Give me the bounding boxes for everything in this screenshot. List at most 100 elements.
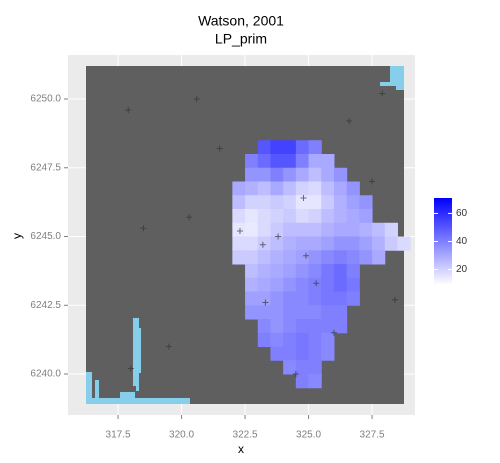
cell: [270, 332, 284, 348]
cell: [308, 222, 322, 238]
cell: [295, 222, 310, 238]
cell: [270, 167, 284, 183]
station: [330, 329, 337, 336]
cell: [321, 154, 335, 169]
station: [125, 107, 132, 114]
cell: [295, 181, 310, 196]
station: [236, 228, 243, 235]
cell: [257, 154, 271, 169]
cell: [270, 140, 284, 155]
cell: [333, 236, 348, 251]
x-tick-label: 317.5: [106, 430, 131, 441]
cell: [295, 195, 310, 210]
y-tick-label: 6242.5: [30, 300, 61, 311]
cell: [257, 181, 271, 196]
cell: [283, 181, 297, 196]
cell: [321, 332, 335, 348]
cell: [321, 291, 335, 306]
lake: [380, 66, 404, 90]
cell: [295, 140, 310, 155]
chart-title: Watson, 2001: [198, 13, 284, 29]
cell: [321, 319, 335, 334]
station: [193, 96, 200, 103]
cell: [245, 222, 259, 238]
colorbar-label: 40: [456, 236, 468, 247]
cell: [270, 222, 284, 238]
cell: [359, 195, 373, 210]
cell: [270, 209, 284, 224]
cell: [257, 291, 271, 306]
cell: [232, 195, 246, 210]
cell: [308, 195, 322, 210]
station: [186, 214, 193, 221]
cell: [333, 209, 348, 224]
y-axis-label: y: [10, 233, 24, 239]
cell: [283, 236, 297, 251]
cell: [245, 291, 259, 306]
water: [86, 66, 404, 404]
colorbar-label: 60: [456, 208, 468, 219]
cell: [308, 167, 322, 183]
cell: [283, 277, 297, 293]
cell: [257, 195, 271, 210]
cell: [333, 250, 348, 265]
cell: [283, 167, 297, 183]
cell: [245, 264, 259, 279]
cell: [295, 154, 310, 169]
cell: [321, 167, 335, 183]
y-tick-label: 6247.5: [30, 162, 61, 173]
cell: [245, 181, 259, 196]
cell: [283, 195, 297, 210]
cell: [257, 209, 271, 224]
cell: [346, 195, 360, 210]
cell: [245, 236, 259, 251]
cell: [333, 291, 348, 306]
cell: [270, 305, 284, 320]
cell: [295, 305, 310, 320]
cell: [295, 319, 310, 334]
cell: [245, 250, 259, 265]
cell: [257, 250, 271, 265]
cell: [257, 236, 271, 251]
station: [303, 252, 310, 259]
cell: [308, 154, 322, 169]
cell: [283, 360, 297, 375]
colorbar-label: 20: [456, 264, 468, 275]
cell: [397, 236, 411, 251]
station: [369, 178, 376, 185]
cell: [283, 154, 297, 169]
coast: [86, 372, 190, 404]
x-tick-label: 327.5: [360, 430, 385, 441]
cell: [232, 181, 246, 196]
cell: [295, 236, 310, 251]
cell: [257, 305, 271, 320]
cell: [270, 346, 284, 361]
cell: [283, 319, 297, 334]
cell: [283, 346, 297, 361]
cell: [257, 264, 271, 279]
cell: [321, 181, 335, 196]
cell: [257, 319, 271, 334]
cell: [308, 291, 322, 306]
river: [133, 318, 141, 391]
cell: [295, 360, 310, 375]
cell: [283, 305, 297, 320]
cell: [295, 374, 310, 389]
cell: [270, 291, 284, 306]
cell: [333, 181, 348, 196]
cell: [372, 222, 386, 238]
cell: [346, 291, 360, 306]
station: [379, 90, 386, 97]
cell: [321, 236, 335, 251]
cell: [333, 319, 348, 334]
x-tick-label: 320.0: [169, 430, 194, 441]
cell: [245, 209, 259, 224]
cell: [308, 374, 322, 389]
cell: [270, 277, 284, 293]
cell: [308, 181, 322, 196]
cell: [308, 305, 322, 320]
cell: [372, 236, 386, 251]
cell: [359, 250, 373, 265]
station: [275, 233, 282, 240]
cell: [321, 346, 335, 361]
